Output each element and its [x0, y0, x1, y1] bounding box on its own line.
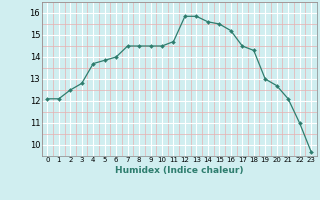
- X-axis label: Humidex (Indice chaleur): Humidex (Indice chaleur): [115, 166, 244, 175]
